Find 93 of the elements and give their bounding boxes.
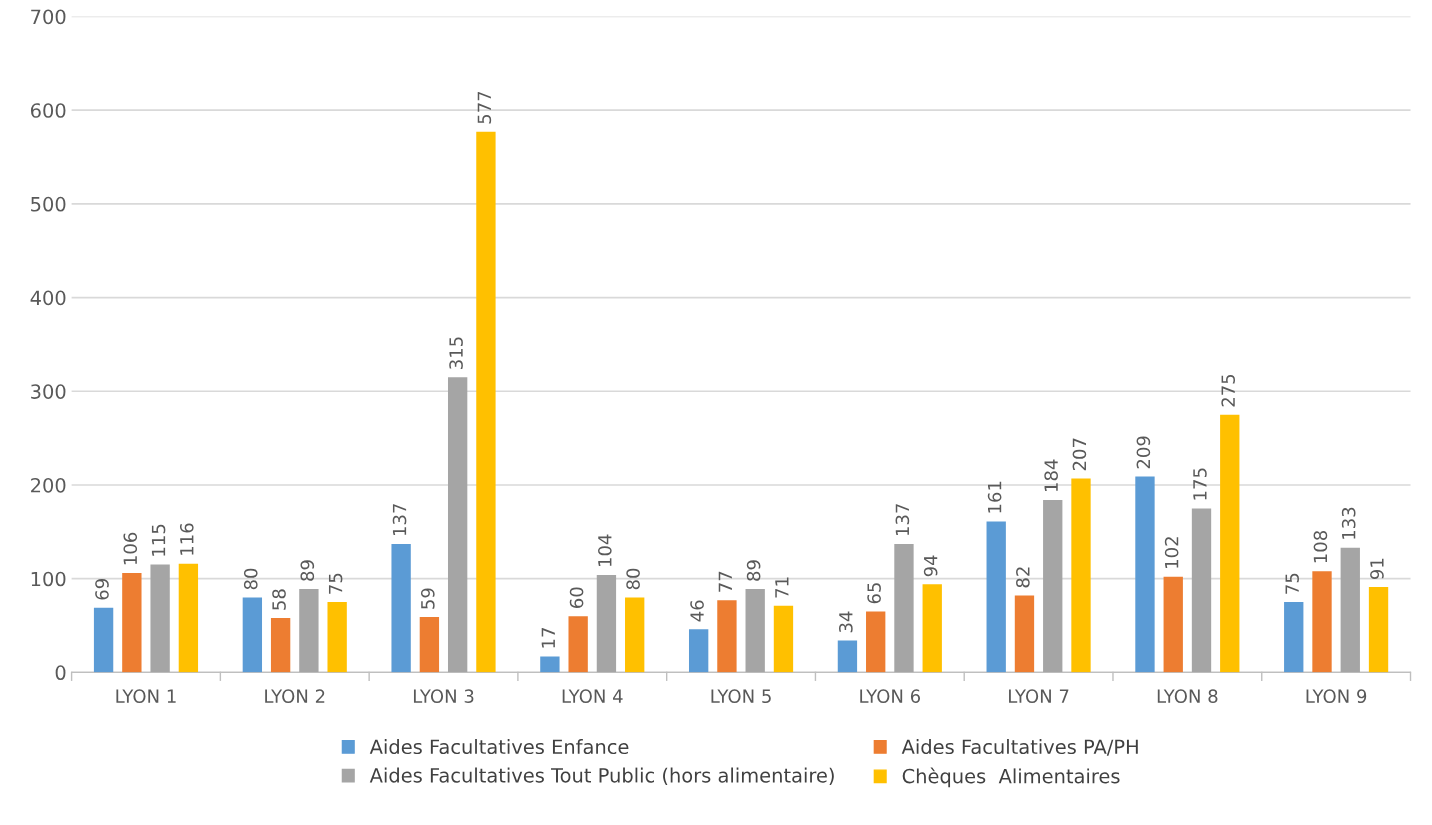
data-label: 184	[1044, 459, 1058, 492]
x-tick-label: LYON 9	[1306, 689, 1367, 704]
data-label: 80	[243, 568, 258, 590]
bar	[93, 607, 114, 673]
y-tick-label: 200	[31, 477, 66, 493]
bar	[1284, 602, 1304, 673]
bar	[837, 640, 858, 673]
bar	[1043, 499, 1063, 673]
data-label: 315	[449, 337, 463, 369]
data-label: 75	[328, 573, 343, 594]
bar	[178, 563, 199, 673]
bar	[150, 564, 170, 673]
x-tick-label: LYON 1	[116, 689, 176, 704]
data-label: 77	[718, 571, 732, 592]
bar	[1071, 478, 1091, 673]
data-label: 91	[1370, 558, 1384, 580]
x-tick-label: LYON 5	[711, 689, 771, 704]
bar	[1340, 547, 1360, 673]
y-tick-label: 700	[31, 9, 66, 25]
data-label: 75	[1285, 573, 1299, 594]
bar	[242, 597, 263, 673]
data-label: 46	[690, 600, 704, 622]
data-label: 104	[598, 534, 612, 566]
data-label: 108	[1313, 531, 1328, 563]
bar	[625, 597, 645, 673]
bar	[447, 377, 468, 673]
bar	[568, 616, 588, 673]
bar	[540, 656, 560, 673]
x-tick-label: LYON 8	[1157, 689, 1218, 704]
data-label: 60	[569, 587, 584, 608]
bar	[419, 617, 440, 673]
data-label: 133	[1341, 507, 1356, 539]
legend-label: Chèques Alimentaires	[902, 767, 1120, 788]
bar	[596, 574, 617, 673]
data-label: 102	[1164, 537, 1179, 568]
data-label: 82	[1016, 567, 1030, 588]
bar	[1220, 414, 1240, 673]
bar	[1312, 571, 1332, 673]
bar	[1191, 508, 1212, 673]
bar	[476, 131, 496, 673]
data-label: 137	[392, 504, 407, 536]
bar	[745, 588, 765, 673]
data-label: 275	[1221, 374, 1235, 407]
legend-label: Aides Facultatives Enfance	[369, 739, 629, 755]
y-tick-label: 400	[30, 290, 66, 306]
data-label: 94	[923, 555, 938, 577]
data-label: 161	[987, 481, 1002, 513]
data-label: 34	[839, 611, 853, 633]
data-label: 69	[95, 579, 109, 600]
y-tick-label: 500	[31, 196, 66, 212]
x-tick-label: LYON 4	[562, 689, 623, 704]
bar	[122, 573, 142, 673]
bar	[688, 629, 709, 673]
legend-label: Aides Facultatives Tout Public (hors alimentaire)	[369, 767, 834, 785]
y-tick-label: 300	[31, 384, 66, 399]
bar	[866, 611, 886, 673]
x-tick-label: LYON 6	[860, 689, 921, 704]
x-tick-label: LYON 7	[1009, 689, 1069, 704]
bar	[1014, 595, 1035, 673]
data-label: 175	[1193, 468, 1207, 500]
data-label: 209	[1136, 436, 1151, 469]
data-label: 106	[123, 532, 138, 565]
legend-label: Aides Facultatives PA/PH	[901, 739, 1138, 756]
data-label: 58	[272, 589, 286, 610]
x-tick-label: LYON 2	[265, 689, 325, 704]
bar	[1163, 576, 1183, 673]
data-label: 65	[867, 583, 881, 604]
data-label: 115	[151, 524, 166, 556]
data-label: 17	[541, 628, 555, 648]
bar	[1135, 476, 1155, 673]
bar	[986, 521, 1006, 673]
bar	[922, 584, 942, 673]
x-tick-label: LYON 3	[413, 689, 474, 704]
bar	[894, 544, 914, 673]
y-tick-label: 600	[30, 103, 66, 118]
bar	[391, 544, 411, 673]
data-label: 577	[477, 91, 492, 124]
data-label: 116	[179, 523, 194, 555]
data-label: 89	[746, 560, 761, 581]
data-label: 207	[1072, 438, 1087, 471]
bar	[299, 588, 319, 673]
bar	[1368, 587, 1389, 673]
y-tick-label: 100	[31, 571, 66, 587]
data-label: 80	[626, 568, 640, 590]
y-tick-label: 0	[55, 665, 66, 681]
bar	[327, 602, 347, 673]
data-label: 59	[420, 588, 435, 609]
data-label: 137	[895, 504, 910, 536]
data-label: 71	[775, 577, 789, 598]
bar	[717, 600, 737, 673]
bar	[270, 618, 291, 673]
bar	[773, 605, 794, 673]
data-label: 89	[300, 560, 315, 581]
